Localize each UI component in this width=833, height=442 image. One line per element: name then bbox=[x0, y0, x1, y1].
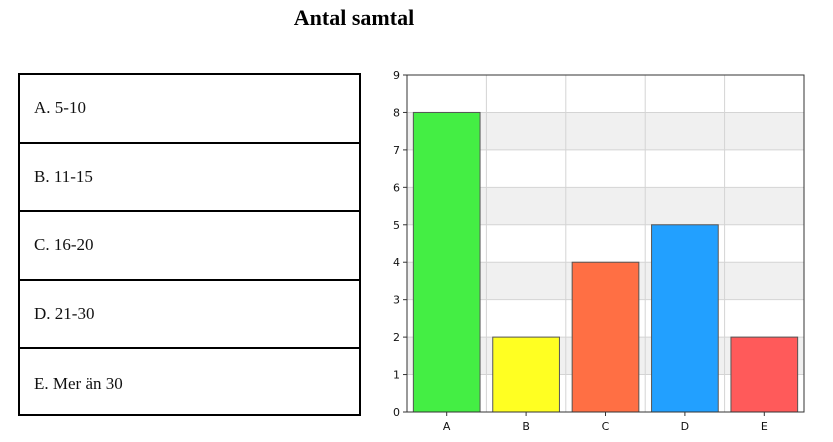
y-tick-label: 7 bbox=[393, 144, 400, 157]
x-tick-label: B bbox=[522, 420, 530, 433]
bar-d bbox=[651, 224, 719, 413]
x-tick-label: A bbox=[443, 420, 451, 433]
y-tick-label: 8 bbox=[393, 106, 400, 119]
legend-item-e: E. Mer än 30 bbox=[34, 373, 123, 393]
legend-item-a: A. 5-10 bbox=[20, 75, 359, 144]
y-tick-label: 6 bbox=[393, 181, 400, 194]
y-tick-label: 4 bbox=[393, 256, 400, 269]
category-legend: A. 5-10 B. 11-15 C. 16-20 D. 21-30 E. Me… bbox=[18, 73, 361, 416]
y-tick-label: 2 bbox=[393, 331, 400, 344]
bar-b bbox=[492, 336, 560, 413]
y-tick-label: 0 bbox=[393, 406, 400, 419]
bar-chart: 0 1 2 3 4 5 6 7 8 9 A B C D E bbox=[393, 69, 805, 433]
bar-e bbox=[730, 336, 799, 413]
bar-a bbox=[412, 111, 481, 413]
y-tick-label: 1 bbox=[393, 369, 400, 382]
x-tick-label: C bbox=[602, 420, 610, 433]
x-tick-label: D bbox=[681, 420, 689, 433]
y-tick-label: 3 bbox=[393, 294, 400, 307]
bar-c bbox=[571, 261, 640, 413]
legend-item-d: D. 21-30 bbox=[20, 281, 359, 350]
y-tick-label: 9 bbox=[393, 69, 400, 82]
legend-item-b: B. 11-15 bbox=[20, 144, 359, 213]
x-tick-label: E bbox=[761, 420, 768, 433]
chart-title: Antal samtal bbox=[293, 5, 415, 30]
y-tick-label: 5 bbox=[393, 219, 400, 232]
grid-band bbox=[407, 75, 804, 113]
legend-item-c: C. 16-20 bbox=[20, 212, 359, 281]
